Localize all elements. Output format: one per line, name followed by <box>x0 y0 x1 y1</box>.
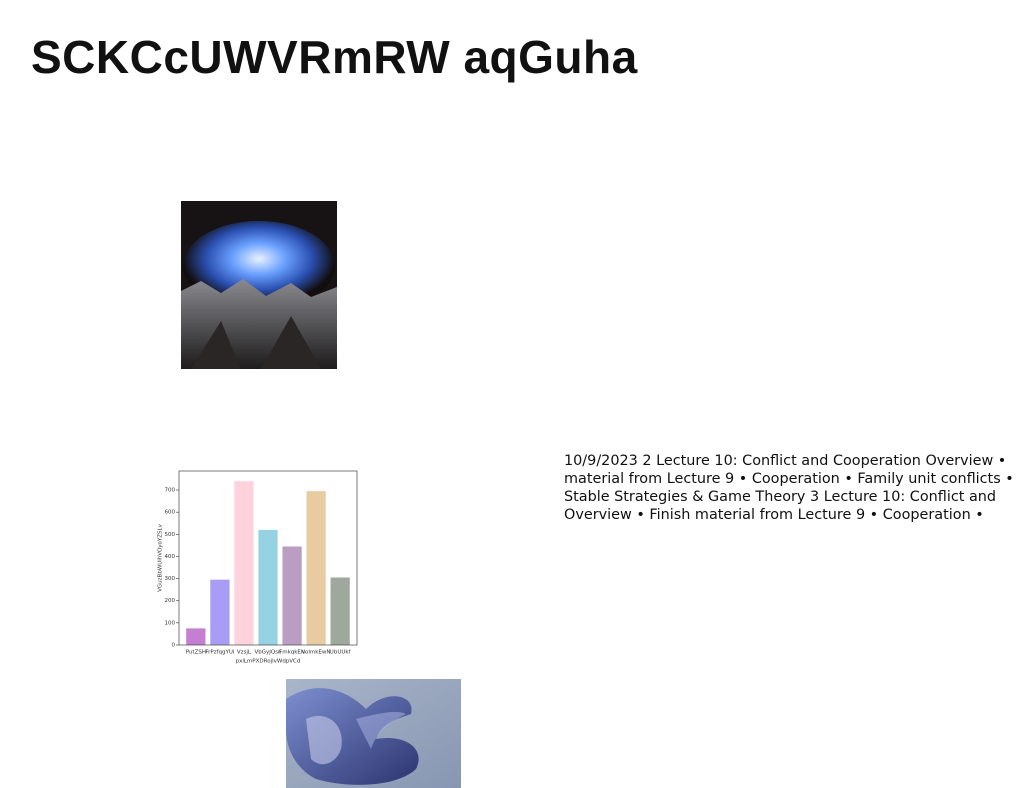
y-tick-label: 0 <box>172 643 176 649</box>
y-tick-label: 100 <box>165 620 176 626</box>
photo-blue-flame <box>181 201 337 369</box>
x-tick-label: FmkqkEN <box>279 650 305 656</box>
bar <box>186 628 206 645</box>
bar <box>234 481 254 645</box>
plot-frame <box>178 470 358 646</box>
bar-chart: 0 100 200 300 400 500 600 700 PutZSH FrPzfqgYUi Vz… <box>158 470 358 665</box>
bar <box>282 546 302 645</box>
x-tick-label: FrPzfqgYUi <box>205 650 235 656</box>
y-tick-label: 500 <box>165 532 176 538</box>
bar <box>210 579 230 645</box>
x-tick-label: VzsjL <box>237 650 252 656</box>
page-title: SCKCcUWVRmRW aqGuha <box>31 31 638 83</box>
y-tick-label: 700 <box>165 488 176 494</box>
y-tick-label: 200 <box>165 598 176 604</box>
paragraph-line: Overview • Finish material from Lecture … <box>564 507 984 523</box>
x-tick-label: UbUUkf <box>330 650 352 656</box>
x-tick-label: PutZSH <box>186 650 206 656</box>
x-tick-label: volmkEwN <box>302 650 331 656</box>
bar <box>330 577 350 645</box>
x-axis-label: pxiLmPXDRojlvWdpVCd <box>236 659 301 665</box>
y-tick-label: 600 <box>165 510 176 516</box>
x-tick-label: VbGyJQsn <box>254 650 282 656</box>
paragraph-line: material from Lecture 9 • Cooperation • … <box>564 471 1014 487</box>
y-tick-label: 400 <box>165 554 176 560</box>
bar <box>306 491 326 645</box>
paragraph: 10/9/2023 2 Lecture 10: Conflict and Coo… <box>564 452 1014 524</box>
y-tick-label: 300 <box>165 576 176 582</box>
y-axis-label: VGuzBbWUlhVOyoYZSLv <box>158 523 164 591</box>
paragraph-line: Stable Strategies & Game Theory 3 Lectur… <box>564 489 997 505</box>
paragraph-line: 10/9/2023 2 Lecture 10: Conflict and Coo… <box>564 453 1007 469</box>
bar <box>258 529 278 645</box>
photo-abstract-shape <box>286 679 461 788</box>
